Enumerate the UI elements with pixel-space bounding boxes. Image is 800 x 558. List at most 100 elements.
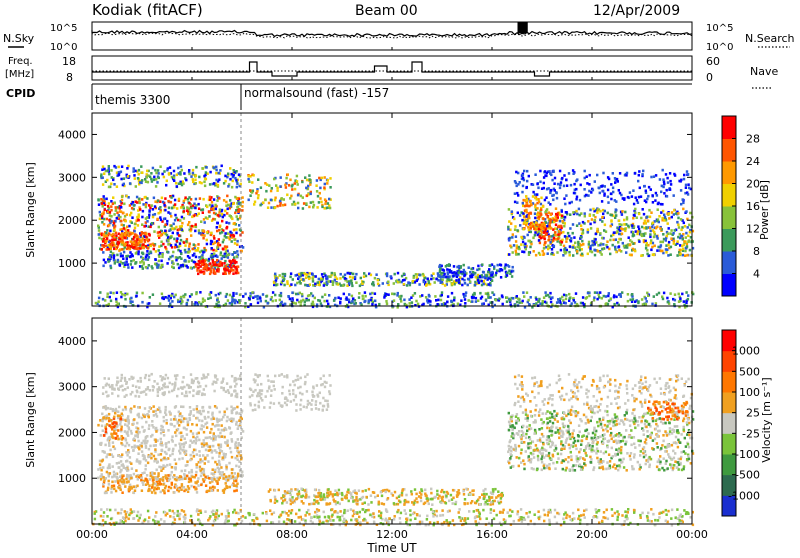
power-cell bbox=[312, 278, 314, 281]
power-cell bbox=[508, 270, 510, 273]
velocity-cell bbox=[213, 432, 215, 435]
power-cell bbox=[575, 198, 577, 201]
velocity-cell bbox=[193, 414, 195, 417]
velocity-cell bbox=[120, 442, 122, 445]
power-cell bbox=[627, 196, 629, 199]
velocity-cell bbox=[211, 413, 213, 416]
velocity-cell bbox=[205, 449, 207, 452]
velocity-cell bbox=[109, 449, 111, 452]
power-cell bbox=[203, 218, 205, 221]
velocity-cell bbox=[196, 453, 198, 456]
power-cell bbox=[458, 281, 460, 284]
power-cell bbox=[201, 263, 203, 266]
power-cell bbox=[282, 204, 284, 207]
power-cell bbox=[178, 234, 180, 237]
count-tick-bottom-right: 10^0 bbox=[706, 42, 733, 53]
power-cell bbox=[359, 285, 361, 288]
velocity-cell bbox=[117, 410, 119, 413]
velocity-cell bbox=[225, 466, 227, 469]
velocity-cell bbox=[174, 444, 176, 447]
power-cell bbox=[301, 293, 303, 296]
power-cell bbox=[646, 242, 648, 245]
power-cell bbox=[656, 249, 658, 252]
velocity-cell bbox=[174, 458, 176, 461]
power-cell bbox=[437, 299, 439, 302]
power-cell bbox=[443, 273, 445, 276]
velocity-cell bbox=[229, 427, 231, 430]
velocity-cell bbox=[145, 459, 147, 462]
velocity-cell bbox=[196, 436, 198, 439]
power-cell bbox=[123, 177, 125, 180]
power-cell bbox=[573, 183, 575, 186]
power-cell bbox=[522, 185, 524, 188]
power-cell bbox=[584, 212, 586, 215]
power-cell bbox=[618, 249, 620, 252]
power-cell bbox=[603, 229, 605, 232]
power-cell bbox=[169, 166, 171, 169]
power-cell bbox=[638, 228, 640, 231]
power-cell bbox=[163, 176, 165, 179]
power-cell bbox=[133, 236, 135, 239]
power-cell bbox=[468, 266, 470, 269]
power-cell bbox=[232, 294, 234, 297]
power-cell bbox=[129, 182, 131, 185]
power-cell bbox=[596, 174, 598, 177]
power-cell bbox=[626, 218, 628, 221]
power-cell bbox=[146, 176, 148, 179]
power-cell bbox=[121, 195, 123, 198]
power-cell bbox=[668, 212, 670, 215]
velocity-cell bbox=[225, 442, 227, 445]
power-cell bbox=[178, 267, 180, 270]
power-cell bbox=[669, 188, 671, 191]
power-cell bbox=[399, 281, 401, 284]
power-cell bbox=[535, 254, 537, 257]
power-cell bbox=[276, 187, 278, 190]
velocity-cell bbox=[214, 405, 216, 408]
power-cell bbox=[541, 223, 543, 226]
power-cell bbox=[602, 172, 604, 175]
power-cell bbox=[225, 201, 227, 204]
velocity-cell bbox=[210, 418, 212, 421]
power-cell bbox=[172, 262, 174, 265]
power-cell bbox=[159, 165, 161, 168]
velocity-cell bbox=[187, 424, 189, 427]
power-cell bbox=[103, 218, 105, 221]
velocity-cell bbox=[166, 422, 168, 425]
velocity-cell bbox=[141, 445, 143, 448]
velocity-cell bbox=[192, 389, 194, 392]
power-cell bbox=[213, 237, 215, 240]
power-cell bbox=[599, 244, 601, 247]
power-cell bbox=[485, 299, 487, 302]
freq-label-line1: Freq. bbox=[8, 56, 33, 67]
power-cell bbox=[362, 298, 364, 301]
power-cell bbox=[523, 221, 525, 224]
power-cell bbox=[227, 254, 229, 257]
power-cell bbox=[237, 265, 239, 268]
velocity-cell bbox=[198, 432, 200, 435]
power-cell bbox=[121, 239, 123, 242]
velocity-cell bbox=[169, 382, 171, 385]
power-cell bbox=[334, 297, 336, 300]
power-cell bbox=[145, 236, 147, 239]
velocity-cell bbox=[135, 386, 137, 389]
power-cell bbox=[512, 251, 514, 254]
velocity-cell bbox=[122, 409, 124, 412]
velocity-cell bbox=[203, 444, 205, 447]
velocity-cell bbox=[190, 373, 192, 376]
power-cell bbox=[141, 252, 143, 255]
power-cell bbox=[297, 183, 299, 186]
power-cell bbox=[471, 296, 473, 299]
power-cell bbox=[112, 196, 114, 199]
power-cell bbox=[103, 172, 105, 175]
power-cell bbox=[451, 292, 453, 295]
velocity-cell bbox=[152, 385, 154, 388]
power-cell bbox=[526, 199, 528, 202]
power-cell bbox=[441, 294, 443, 297]
power-cell bbox=[548, 170, 550, 173]
power-cell bbox=[572, 246, 574, 249]
velocity-cell bbox=[162, 483, 164, 486]
power-cell bbox=[227, 208, 229, 211]
power-cell bbox=[328, 198, 330, 201]
power-cell bbox=[321, 206, 323, 209]
power-cell bbox=[538, 201, 540, 204]
